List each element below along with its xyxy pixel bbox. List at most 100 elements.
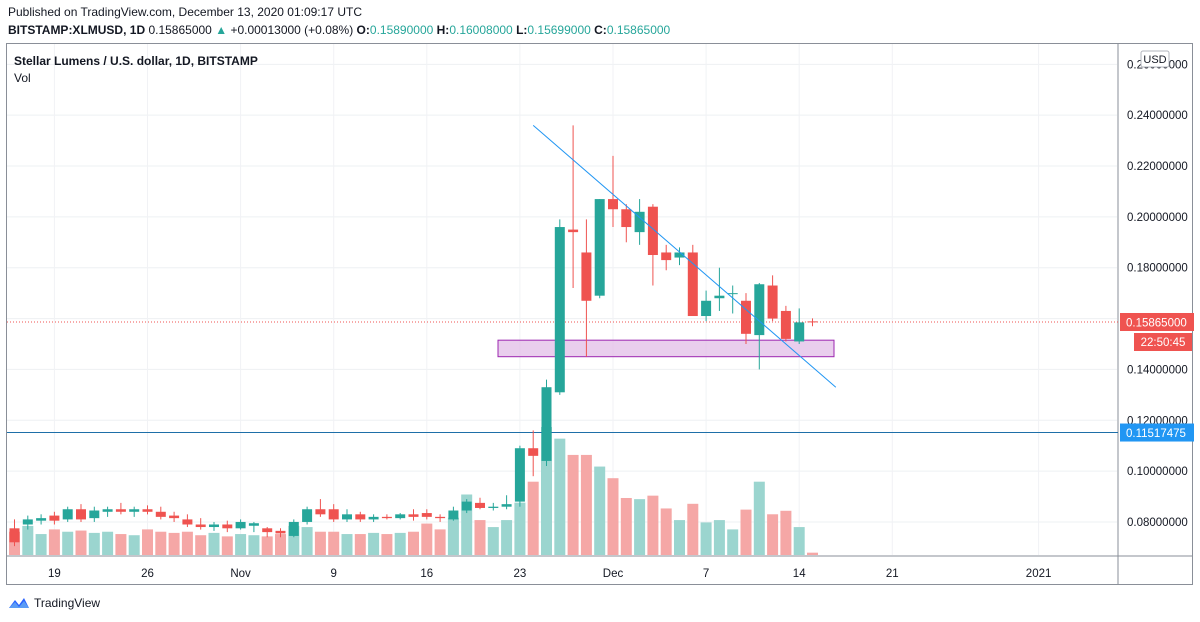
hline-price-tag-label: 0.11517475 — [1126, 428, 1186, 440]
tradingview-logo-icon — [9, 598, 29, 608]
candle-body — [342, 514, 352, 520]
published-note: Published on TradingView.com, December 1… — [8, 5, 362, 19]
volume-bar — [408, 531, 419, 555]
volume-bar — [288, 525, 300, 555]
volume-bar — [501, 520, 513, 555]
candle-body — [195, 524, 206, 528]
y-tick-label: 0.18000000 — [1127, 263, 1188, 275]
candle-body — [780, 310, 791, 339]
volume-bar — [660, 508, 672, 555]
up-arrow-icon: ▲ — [215, 23, 228, 37]
countdown-label: 22:50:45 — [1141, 337, 1186, 349]
close-value: 0.15865000 — [606, 23, 671, 37]
candle-body — [594, 199, 605, 296]
high-value: 0.16008000 — [449, 23, 513, 37]
volume-bar — [341, 534, 353, 555]
footer-brand[interactable]: TradingView — [8, 596, 100, 610]
volume-bar — [48, 529, 60, 555]
close-label: C: — [594, 23, 607, 37]
volume-bar — [155, 531, 167, 555]
volume-bar — [793, 527, 805, 555]
candle-body — [435, 516, 446, 519]
candle-body — [222, 524, 233, 529]
candle-body — [169, 515, 180, 519]
open-value: 0.15890000 — [369, 23, 434, 37]
candle-body — [235, 521, 246, 529]
volume-bar — [235, 534, 247, 555]
candle-body — [36, 518, 47, 521]
candle-body — [288, 521, 299, 536]
candle-body — [49, 515, 60, 521]
volume-bar — [807, 552, 818, 555]
volume-legend: Vol — [14, 71, 31, 85]
volume-bar — [208, 532, 220, 555]
candle-body — [554, 227, 565, 393]
candle-body — [209, 524, 219, 528]
candle-body — [461, 501, 472, 511]
candle-body — [621, 209, 632, 228]
candle-body — [9, 528, 20, 543]
candle-body — [368, 516, 379, 520]
candle-body — [568, 229, 579, 233]
volume-bar — [195, 535, 207, 555]
x-tick-label: Dec — [603, 568, 624, 580]
volume-bar — [221, 536, 233, 555]
footer-brand-label: TradingView — [34, 596, 101, 610]
volume-bar — [594, 466, 606, 555]
x-tick-label: 19 — [48, 568, 61, 580]
candle-body — [142, 509, 153, 512]
y-tick-label: 0.10000000 — [1127, 466, 1188, 478]
volume-bar — [35, 534, 47, 555]
volume-bar — [700, 522, 712, 555]
x-tick-label: 16 — [420, 568, 433, 580]
candle-body — [608, 199, 618, 210]
volume-bar — [62, 531, 74, 555]
volume-bar — [554, 438, 566, 555]
y-tick-label: 0.20000000 — [1127, 212, 1188, 224]
candle-body — [182, 519, 193, 525]
support-zone — [497, 339, 835, 358]
candle-body — [661, 252, 672, 261]
candle-body — [275, 530, 286, 534]
x-tick-label: Nov — [230, 568, 251, 580]
last-price-tag-label: 0.15865000 — [1126, 317, 1187, 329]
volume-bar — [328, 531, 340, 555]
volume-bar — [541, 427, 552, 555]
candle-body — [501, 504, 512, 507]
volume-bar — [647, 495, 659, 555]
candle-body — [89, 510, 100, 519]
candle-body — [62, 509, 73, 520]
volume-bar — [713, 520, 725, 555]
chart-legend-title: Stellar Lumens / U.S. dollar, 1D, BITSTA… — [14, 54, 258, 68]
x-tick-label: 14 — [793, 568, 806, 580]
candle-body — [581, 252, 592, 301]
last-price: 0.15865000 — [148, 23, 212, 37]
candle-body — [395, 514, 406, 519]
candle-body — [115, 509, 126, 512]
candle-body — [302, 509, 313, 522]
volume-bar — [634, 499, 646, 555]
volume-bar — [381, 534, 393, 555]
candle-body — [248, 523, 259, 526]
volume-bar — [687, 503, 699, 555]
volume-bar — [275, 534, 286, 555]
volume-bar — [620, 497, 632, 555]
x-tick-label: 21 — [886, 568, 899, 580]
open-label: O: — [356, 23, 370, 37]
candle-body — [687, 252, 698, 317]
candle-body — [315, 509, 326, 515]
volume-bar — [607, 478, 619, 555]
volume-bar — [434, 529, 446, 555]
candle-body — [701, 300, 712, 317]
low-label: L: — [516, 23, 528, 37]
candle-body — [741, 300, 751, 334]
candle-body — [355, 514, 366, 520]
volume-bar — [487, 527, 499, 555]
volume-bar — [461, 494, 473, 555]
candle-body — [767, 285, 778, 319]
x-tick-label: 9 — [330, 568, 336, 580]
currency-box — [1140, 50, 1170, 68]
volume-bar — [767, 514, 779, 555]
volume-bar — [102, 531, 114, 555]
